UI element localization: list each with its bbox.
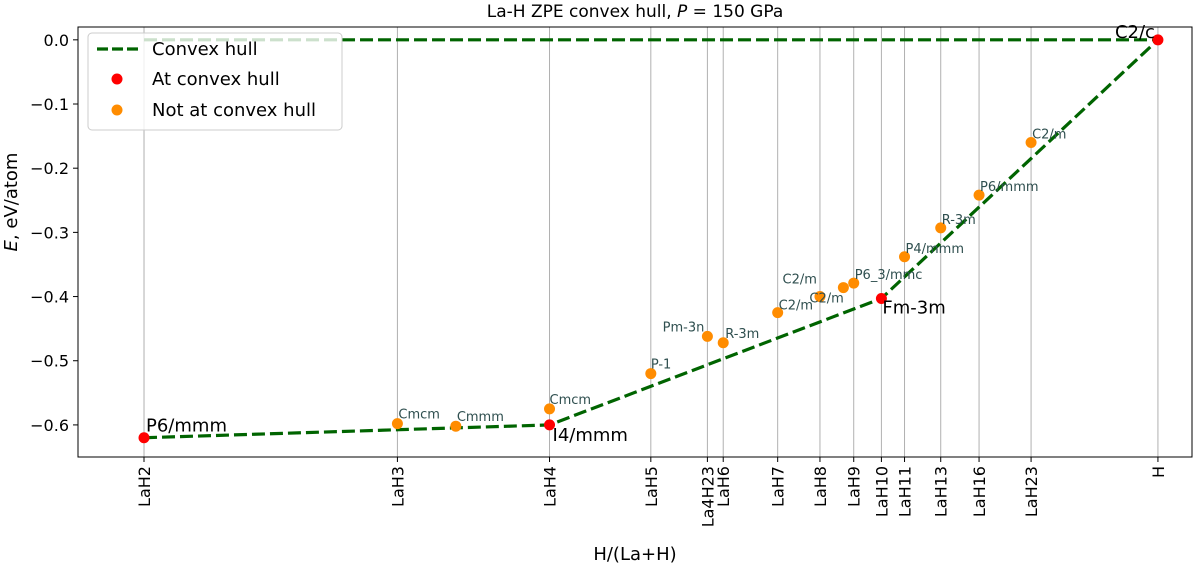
x-tick-label: LaH2 <box>135 466 154 507</box>
on-hull-point <box>875 292 887 304</box>
off-hull-point-label: Cmcm <box>398 408 440 423</box>
off-hull-point-label: Pm-3n <box>663 320 705 335</box>
off-hull-point-label: R-3m <box>725 327 759 342</box>
on-hull-point <box>544 419 556 431</box>
x-tick-label: LaH8 <box>811 466 830 507</box>
on-hull-point <box>1152 34 1164 46</box>
off-hull-point <box>973 189 985 201</box>
off-hull-point <box>1025 137 1037 149</box>
off-hull-point <box>717 337 729 349</box>
y-tick-label: 0.0 <box>44 31 69 50</box>
on-hull-point-label: I4/mmm <box>553 425 628 446</box>
chart-title: La-H ZPE convex hull, P = 150 GPa <box>487 2 784 22</box>
x-tick-label: LaH10 <box>872 466 891 517</box>
off-hull-point-label: Cmcm <box>550 393 592 408</box>
off-hull-point <box>935 222 947 234</box>
convex-hull-line <box>143 38 1160 440</box>
y-axis-label: E, eV/atom <box>1 153 22 252</box>
x-tick-label: H <box>1149 466 1168 478</box>
y-tick-label: −0.5 <box>30 352 69 371</box>
legend-label-hull: Convex hull <box>152 39 258 60</box>
off-hull-point <box>450 420 462 432</box>
y-tick-label: −0.6 <box>30 416 69 435</box>
on-hull-point-label: Fm-3m <box>882 297 945 318</box>
off-hull-point-label: P-1 <box>651 358 672 373</box>
x-tick-label: LaH9 <box>845 466 864 507</box>
on-hull-point <box>138 432 150 444</box>
y-tick-label: −0.4 <box>30 288 69 307</box>
off-hull-point-label: P6/mmm <box>980 180 1038 195</box>
x-axis-label: H/(La+H) <box>593 544 676 565</box>
y-tick-label: −0.2 <box>30 159 69 178</box>
off-hull-point-label: P4/mmm <box>906 242 964 257</box>
x-tick-label: LaH4 <box>541 466 560 507</box>
off-hull-point <box>899 251 911 263</box>
legend-off-hull-swatch <box>111 104 123 116</box>
off-hull-point <box>837 282 849 294</box>
off-hull-point <box>645 368 657 380</box>
x-tick-label: LaH5 <box>642 466 661 507</box>
off-hull-point <box>814 291 826 303</box>
legend-label-on-hull: At convex hull <box>152 69 280 90</box>
off-hull-point-label: C2/m <box>783 273 817 288</box>
y-tick-label: −0.1 <box>30 95 69 114</box>
off-hull-point-label: C2/m <box>1032 128 1066 143</box>
off-hull-point-label: P6_3/mmc <box>855 268 923 283</box>
x-tick-label: LaH13 <box>932 466 951 517</box>
x-tick-label: LaH11 <box>896 466 915 517</box>
off-hull-point-label: Cmmm <box>457 410 504 425</box>
on-hull-point-label: C2/c <box>1115 22 1155 43</box>
legend: Convex hull At convex hull Not at convex h… <box>87 32 343 131</box>
off-hull-point <box>848 277 860 289</box>
legend-label-off-hull: Not at convex hull <box>152 100 316 121</box>
x-tick-label: La4H23 <box>698 466 717 527</box>
x-tick-label: LaH6 <box>714 466 733 507</box>
x-tick-label: LaH3 <box>388 466 407 507</box>
legend-on-hull-swatch <box>111 73 123 85</box>
off-hull-point-label: R-3m <box>942 213 976 228</box>
off-hull-point <box>772 307 784 319</box>
off-hull-point <box>544 403 556 415</box>
axes-frame <box>77 26 1193 458</box>
off-hull-point <box>391 418 403 430</box>
x-tick-label: LaH23 <box>1022 466 1041 517</box>
off-hull-point-label: C2/m <box>779 299 813 314</box>
off-hull-point <box>701 330 713 342</box>
x-tick-label: LaH16 <box>970 466 989 517</box>
on-hull-point-label: P6/mmm <box>146 416 227 437</box>
legend-box <box>87 32 343 131</box>
off-hull-point-label: C2/m <box>809 292 843 307</box>
x-tick-label: LaH7 <box>769 466 788 507</box>
y-tick-label: −0.3 <box>30 223 69 242</box>
